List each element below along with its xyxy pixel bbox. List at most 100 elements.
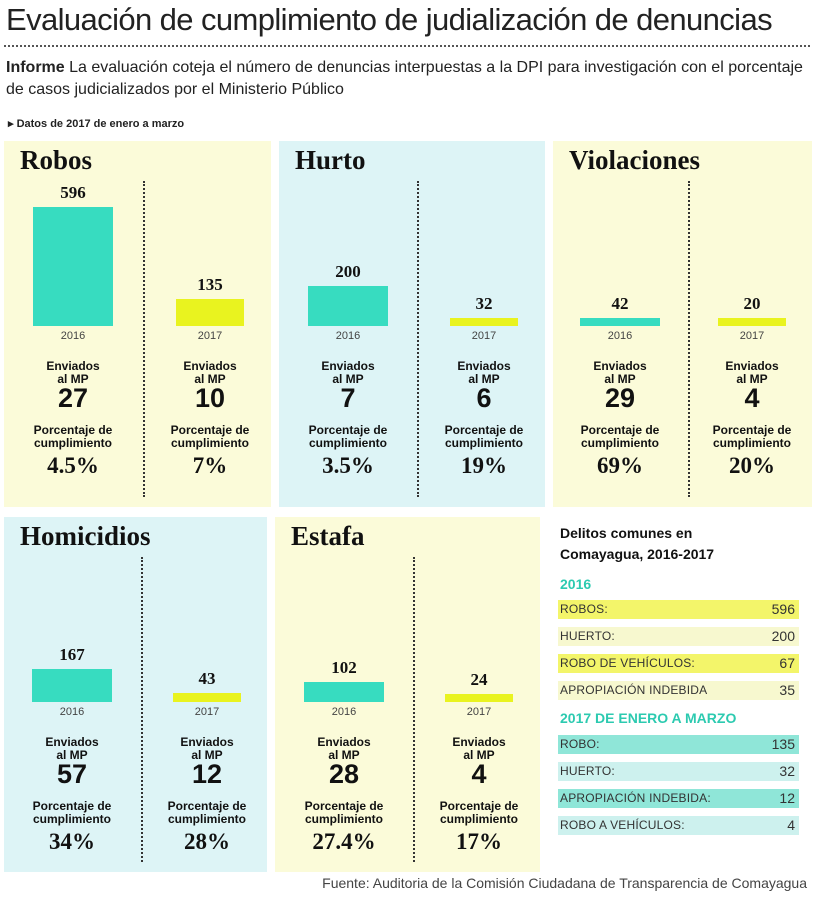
sent-value-2016: 29 [604, 383, 636, 413]
bar-value-2017: 43 [198, 669, 216, 688]
sent-value-2017: 6 [476, 383, 492, 413]
panel-hurto: Hurto 200 2016 Enviados al MP 7 Porcentaje de c… [279, 141, 545, 507]
pct-label-line2: cumplimiento [712, 436, 791, 450]
intro-text: La evaluación coteja el número de denunc… [6, 59, 803, 98]
table-title-line1: Delitos comunes en [560, 525, 693, 541]
panel-divider [143, 181, 145, 497]
pct-label-line1: Porcentaje de [33, 423, 113, 437]
sent-value-2017: 4 [744, 383, 760, 413]
table-row-label: APROPIACIÓN INDEBIDA: [560, 791, 711, 805]
year-label-2017: 2017 [466, 706, 492, 718]
bar-2016 [308, 286, 388, 326]
table-year-2017: 2017 DE ENERO A MARZO [560, 710, 737, 726]
bar-value-2017: 24 [470, 670, 488, 689]
table-row: HUERTO: 200 [558, 627, 799, 646]
bar-value-2016: 200 [335, 262, 361, 281]
year-label-2017: 2017 [739, 330, 765, 342]
datos-note: ▸ Datos de 2017 de enero a marzo [8, 117, 184, 130]
table-row-value: 135 [771, 736, 795, 752]
table-row: APROPIACIÓN INDEBIDA 35 [558, 681, 799, 700]
table-row: ROBO A VEHÍCULOS: 4 [558, 816, 799, 835]
table-row-value: 4 [787, 817, 795, 833]
table-row-value: 35 [779, 682, 795, 698]
sent-value-2017: 4 [471, 759, 487, 789]
sent-label-line2: al MP [468, 372, 500, 386]
sent-label-line1: Enviados [593, 359, 647, 373]
table-row-value: 67 [779, 655, 795, 671]
panel-divider [688, 181, 690, 497]
table-row-label: HUERTO: [560, 764, 615, 778]
pct-label-line2: cumplimiento [439, 812, 518, 826]
table-row-label: APROPIACIÓN INDEBIDA [560, 683, 708, 697]
pct-value-2017: 19% [461, 453, 507, 478]
page-title: Evaluación de cumplimiento de judializac… [6, 2, 773, 37]
year-label-2017: 2017 [194, 706, 220, 718]
bar-2016 [32, 669, 112, 702]
sent-value-2016: 27 [57, 383, 89, 413]
pct-label-line1: Porcentaje de [304, 799, 384, 813]
table-row-label: HUERTO: [560, 629, 615, 643]
year-label-2016: 2016 [59, 706, 85, 718]
pct-value-2016: 3.5% [322, 453, 374, 478]
sent-label-line2: al MP [191, 748, 223, 762]
bar-value-2017: 20 [743, 294, 761, 313]
sent-value-2016: 28 [328, 759, 360, 789]
pct-value-2017: 7% [192, 453, 228, 478]
bar-2016 [304, 682, 384, 702]
pct-label-line1: Porcentaje de [439, 799, 519, 813]
panel-violaciones: Violaciones 42 2016 Enviados al MP 29 Porcenta… [553, 141, 812, 507]
sent-label-line1: Enviados [317, 735, 371, 749]
sent-value-2017: 12 [191, 759, 223, 789]
intro-paragraph: Informe La evaluación coteja el número d… [6, 57, 806, 101]
panel-title: Hurto [295, 145, 366, 175]
panel-title: Violaciones [569, 145, 700, 175]
pct-value-2016: 4.5% [47, 453, 99, 478]
sent-label-line2: al MP [463, 748, 495, 762]
pct-value-2017: 20% [729, 453, 775, 478]
sent-label-line2: al MP [194, 372, 226, 386]
bar-value-2016: 596 [60, 183, 86, 202]
panel-robos: Robos 596 2016 Enviados al MP 27 Porcentaje de… [4, 141, 271, 507]
sent-value-2016: 57 [56, 759, 88, 789]
bar-value-2016: 167 [59, 645, 85, 664]
sent-label-line1: Enviados [725, 359, 779, 373]
sent-label-line1: Enviados [457, 359, 511, 373]
bar-2017 [718, 318, 786, 326]
panel-divider [417, 181, 419, 497]
sent-label-line1: Enviados [452, 735, 506, 749]
table-row-label: ROBO DE VEHÍCULOS: [560, 656, 695, 670]
table-year-2016: 2016 [560, 576, 592, 592]
pct-value-2016: 34% [49, 829, 95, 854]
panel-divider [141, 557, 143, 862]
year-label-2016: 2016 [60, 330, 86, 342]
sent-label-line2: al MP [328, 748, 360, 762]
bar-value-2017: 135 [197, 275, 223, 294]
table-title: Delitos comunes en Comayagua, 2016-2017 [560, 523, 714, 565]
sent-value-2016: 7 [340, 383, 356, 413]
pct-label-line2: cumplimiento [170, 436, 249, 450]
panel-title: Estafa [291, 521, 365, 551]
pct-label-line2: cumplimiento [167, 812, 246, 826]
year-label-2016: 2016 [331, 706, 357, 718]
pct-value-2016: 27.4% [312, 829, 376, 854]
pct-label-line1: Porcentaje de [170, 423, 250, 437]
bar-value-2016: 102 [331, 658, 357, 677]
pct-label-line2: cumplimiento [33, 436, 112, 450]
sent-value-2017: 10 [194, 383, 226, 413]
pct-label-line1: Porcentaje de [580, 423, 660, 437]
pct-label-line1: Porcentaje de [444, 423, 524, 437]
pct-label-line2: cumplimiento [304, 812, 383, 826]
triangle-bullet-icon: ▸ [8, 118, 17, 130]
sent-label-line2: al MP [736, 372, 768, 386]
pct-label-line2: cumplimiento [444, 436, 523, 450]
sent-label-line1: Enviados [180, 735, 234, 749]
sent-label-line1: Enviados [45, 735, 99, 749]
sent-label-line2: al MP [57, 372, 89, 386]
pct-label-line1: Porcentaje de [712, 423, 792, 437]
bar-value-2016: 42 [611, 294, 629, 313]
bar-value-2017: 32 [475, 294, 493, 313]
panel-estafa: Estafa 102 2016 Enviados al MP 28 Porcentaje d… [275, 517, 540, 872]
pct-label-line2: cumplimiento [32, 812, 111, 826]
sent-label-line1: Enviados [183, 359, 237, 373]
panel-title: Homicidios [20, 521, 151, 551]
